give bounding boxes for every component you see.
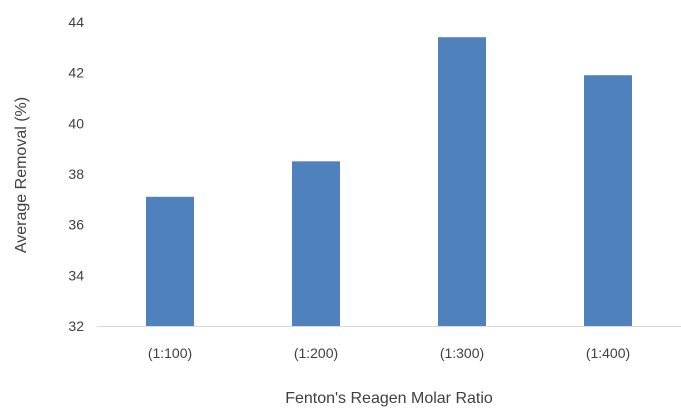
y-tick-label: 38 bbox=[68, 166, 84, 182]
y-axis-title: Average Removal (%) bbox=[13, 97, 30, 253]
y-tick-label: 36 bbox=[68, 217, 84, 233]
y-axis-ticks: 32 34 36 38 40 42 44 bbox=[68, 14, 84, 334]
y-tick-label: 40 bbox=[68, 115, 84, 131]
x-axis-title: Fenton's Reagen Molar Ratio bbox=[285, 390, 493, 407]
y-tick-label: 32 bbox=[68, 318, 84, 334]
bar bbox=[292, 161, 340, 326]
y-tick-label: 44 bbox=[68, 14, 84, 30]
x-tick-label: (1:100) bbox=[148, 345, 192, 361]
y-tick-label: 42 bbox=[68, 65, 84, 81]
bar bbox=[584, 75, 632, 326]
x-tick-label: (1:400) bbox=[586, 345, 630, 361]
bars bbox=[146, 37, 632, 326]
x-tick-label: (1:200) bbox=[294, 345, 338, 361]
x-tick-label: (1:300) bbox=[440, 345, 484, 361]
bar bbox=[146, 196, 194, 326]
y-tick-label: 34 bbox=[68, 267, 84, 283]
x-axis-ticks: (1:100) (1:200) (1:300) (1:400) bbox=[148, 345, 630, 361]
bar bbox=[438, 37, 486, 326]
